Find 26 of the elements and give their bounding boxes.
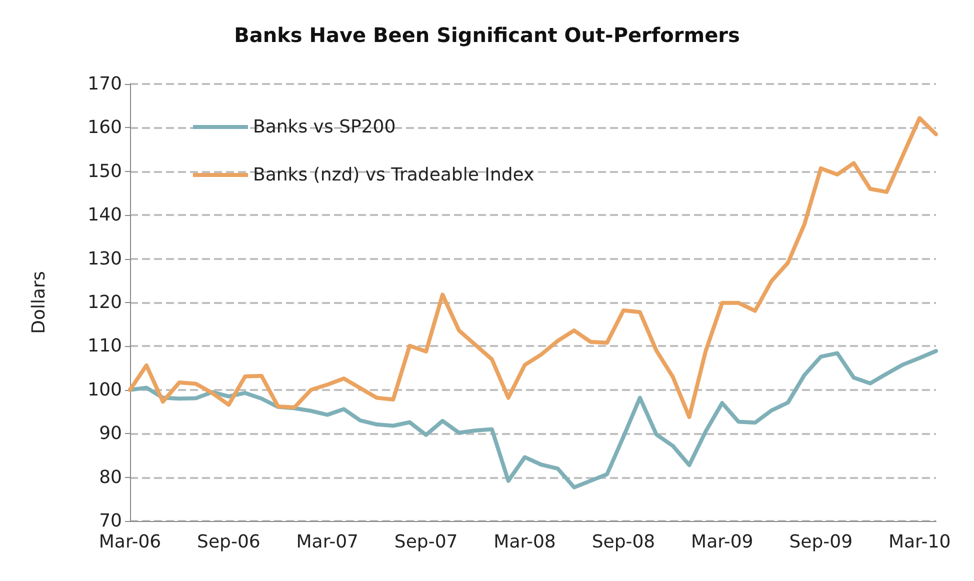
y-tick-label: 70 [99,510,122,532]
x-tick-label: Sep-09 [789,532,853,552]
y-tick-label: 100 [88,379,122,400]
y-axis-title: Dollars [28,271,50,334]
y-tick-label: 140 [88,204,122,226]
y-tick-label: 90 [99,423,122,444]
y-tick-label: 150 [88,160,122,182]
line-series [128,116,938,419]
y-tick-label: 120 [88,292,122,313]
legend-label: Banks vs SP200 [253,116,396,138]
x-tick-label: Sep-08 [592,532,656,552]
y-tick-label: 130 [88,248,122,270]
chart-title: Banks Have Been Significant Out-Performers [234,23,740,47]
x-tick-label: Mar-06 [98,532,162,552]
line-series [128,349,938,490]
legend-label: Banks (nzd) vs Tradeable Index [253,164,535,186]
x-tick-label: Mar-07 [296,532,358,552]
y-tick-label: 170 [88,74,122,94]
x-tick-label: Mar-10 [888,532,951,552]
x-tick-label: Mar-08 [494,532,556,552]
x-tick-label: Mar-09 [691,532,754,552]
x-tick-label: Sep-07 [394,532,458,552]
x-tick-label: Sep-06 [197,532,260,552]
y-tick-label: 110 [88,336,122,357]
y-tick-label: 80 [99,466,122,488]
y-tick-label: 160 [88,117,122,138]
